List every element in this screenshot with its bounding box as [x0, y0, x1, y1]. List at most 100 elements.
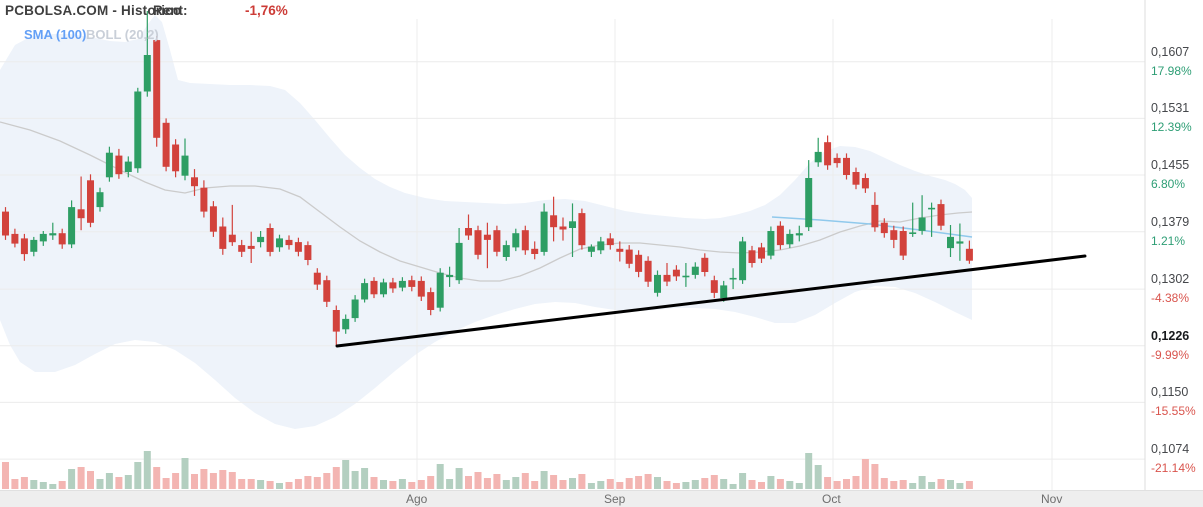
- volume-bar: [257, 480, 265, 489]
- volume-bar: [172, 473, 180, 489]
- volume-bar: [11, 479, 19, 489]
- candle-body: [644, 260, 652, 282]
- volume-bar: [134, 462, 142, 489]
- volume-bar: [616, 482, 624, 489]
- volume-bar: [833, 481, 841, 489]
- candle-body: [276, 238, 283, 248]
- volume-bar: [313, 477, 321, 489]
- axis-percent-label: -9.99%: [1151, 347, 1190, 362]
- volume-bar: [682, 482, 690, 489]
- volume-bar: [370, 477, 378, 489]
- volume-bar: [947, 480, 954, 489]
- volume-bar: [361, 468, 369, 489]
- candle-body: [58, 233, 66, 245]
- candle-body: [540, 211, 548, 252]
- candle-body: [39, 233, 47, 242]
- candle-body: [455, 242, 463, 281]
- axis-price-label: 0,1226: [1151, 328, 1190, 343]
- candle-body: [758, 247, 765, 259]
- volume-bar: [143, 451, 151, 489]
- volume-bar: [124, 475, 132, 489]
- candle-body: [294, 242, 302, 252]
- candle-body: [304, 245, 312, 260]
- candle-body: [947, 236, 954, 249]
- volume-bar: [578, 474, 586, 489]
- candle-body: [427, 292, 435, 310]
- time-axis[interactable]: Ago Sep Oct Nov: [0, 490, 1203, 507]
- candle-body: [956, 241, 964, 244]
- volume-bar: [852, 476, 860, 489]
- volume-bar: [446, 479, 454, 489]
- volume-bar: [427, 476, 435, 489]
- candle-body: [209, 206, 217, 232]
- volume-bar: [323, 473, 331, 489]
- boll-mid-line: [771, 216, 973, 238]
- volume-bar: [380, 480, 387, 489]
- month-label: Oct: [822, 492, 841, 506]
- candle-body: [786, 233, 794, 245]
- candle-body: [370, 280, 378, 295]
- volume-bar: [918, 476, 926, 489]
- volume-bar: [398, 479, 406, 489]
- legend-item-sma[interactable]: SMA (100): [24, 27, 87, 42]
- candle-body: [606, 238, 614, 246]
- axis-price-label: 0,1379: [1151, 214, 1190, 229]
- volume-bar: [654, 477, 661, 489]
- price-axis[interactable]: 0,1607 17.98% 0,1531 12.39% 0,1455 6.80% 0,137…: [1145, 0, 1203, 490]
- candle-body: [105, 152, 113, 178]
- volume-bar: [247, 479, 255, 489]
- volume-bar: [569, 478, 576, 489]
- legend-item-boll[interactable]: BOLL (20,2): [86, 27, 159, 42]
- candle-body: [465, 228, 472, 236]
- volume-bar: [691, 480, 699, 489]
- candle-body: [805, 178, 813, 228]
- volume-bar: [191, 474, 198, 489]
- volume-bar: [748, 480, 756, 489]
- axis-percent-label: -21.14%: [1151, 461, 1196, 476]
- axis-percent-label: 1.21%: [1151, 233, 1186, 248]
- volume-bar: [351, 471, 359, 489]
- candle-body: [20, 238, 28, 255]
- month-label: Sep: [604, 492, 626, 506]
- volume-bar: [162, 478, 170, 489]
- candle-body: [77, 209, 85, 219]
- volume-bar: [928, 482, 936, 489]
- candle-body: [597, 241, 605, 251]
- axis-price-label: 0,1455: [1151, 158, 1190, 173]
- volume-bar: [238, 479, 246, 489]
- volume-bar: [389, 481, 397, 489]
- volume-bar: [30, 480, 38, 489]
- candle-body: [200, 187, 208, 212]
- axis-price-label: 0,1607: [1151, 44, 1190, 59]
- candle-body: [446, 274, 454, 278]
- volume-bar: [644, 474, 652, 489]
- volume-bar: [805, 453, 813, 489]
- volume-bar: [96, 479, 104, 489]
- volume-bar: [786, 481, 794, 489]
- candle-body: [219, 226, 227, 249]
- rent-value: -1,76%: [245, 3, 288, 18]
- candle-body: [710, 280, 718, 293]
- axis-price-label: 0,1074: [1151, 442, 1190, 457]
- volume-bar: [965, 481, 973, 489]
- volume-bar: [587, 483, 595, 489]
- candle-body: [323, 280, 331, 302]
- candle-body: [663, 274, 671, 282]
- volume-bar: [710, 475, 718, 489]
- volume-bar: [465, 476, 472, 489]
- candle-body: [824, 142, 832, 166]
- rent-label: Rent:: [153, 3, 188, 18]
- volume-bar: [153, 467, 161, 489]
- candle-body: [795, 233, 803, 236]
- candle-body: [578, 213, 586, 246]
- candle-body: [729, 277, 737, 280]
- volume-bar: [181, 458, 189, 489]
- candle-body: [965, 248, 973, 261]
- axis-price-label: 0,1531: [1151, 101, 1190, 116]
- volume-bar: [597, 481, 605, 489]
- candle-body: [181, 155, 189, 176]
- volume-bar: [795, 483, 803, 489]
- volume-bar: [332, 467, 340, 489]
